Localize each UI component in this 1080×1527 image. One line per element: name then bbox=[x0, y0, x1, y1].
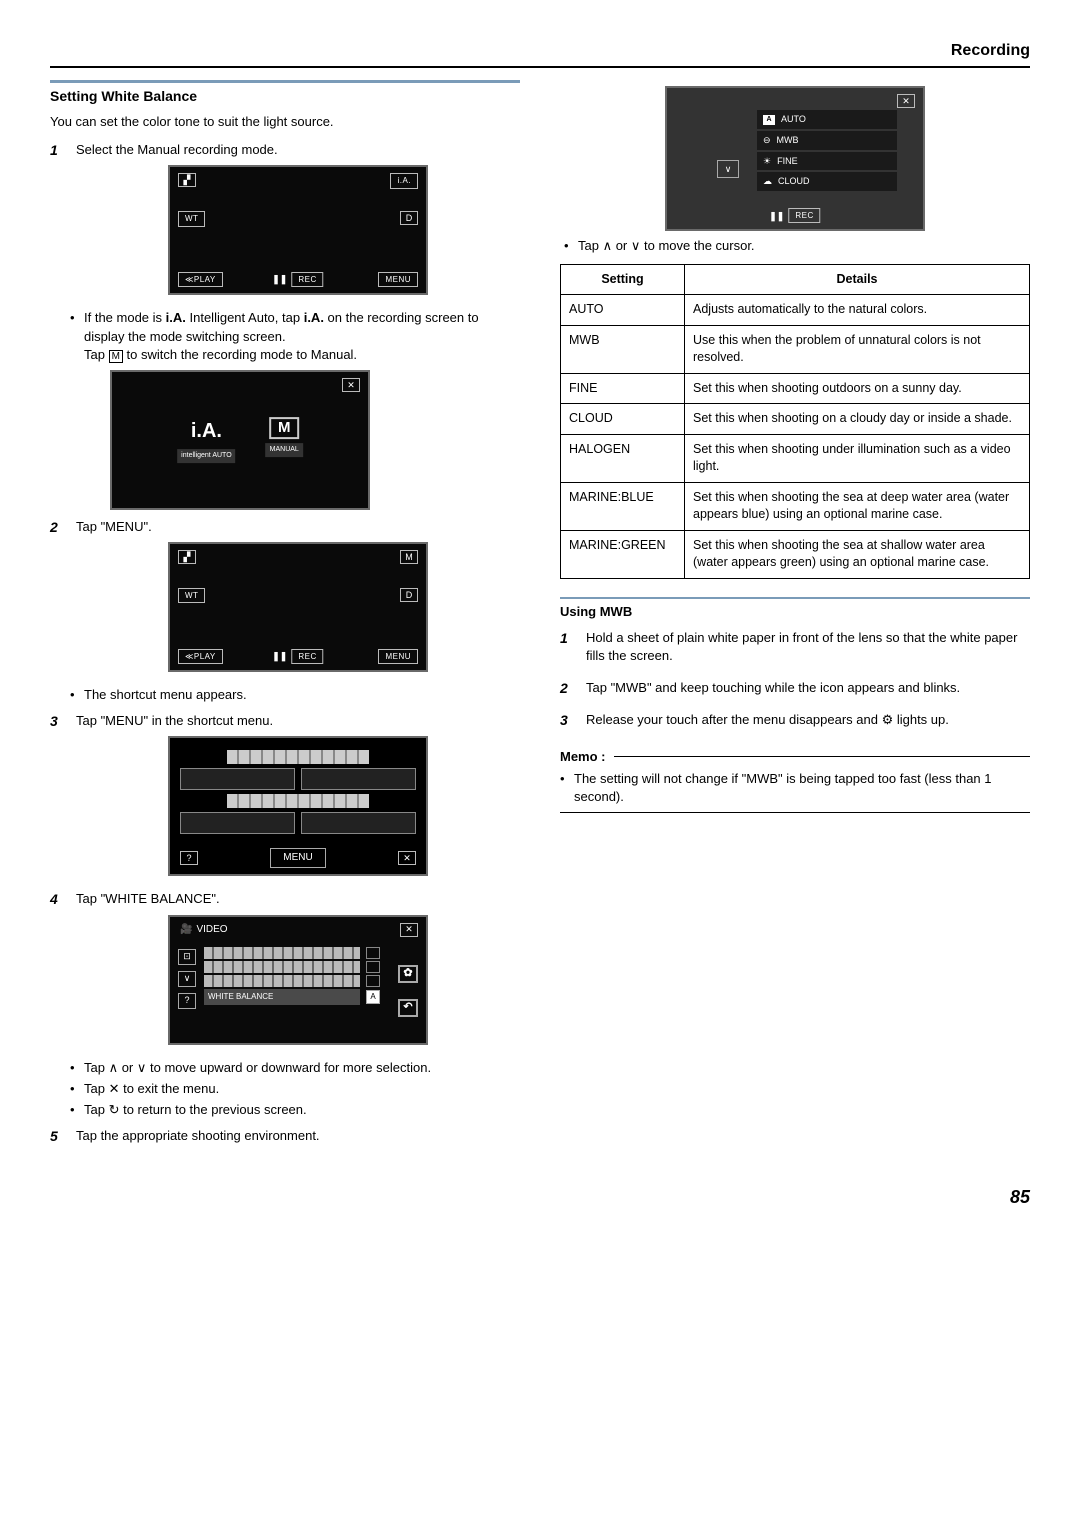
close-icon: ✕ bbox=[897, 94, 915, 108]
down-icon: ∨ bbox=[178, 971, 196, 987]
step-5: 5 Tap the appropriate shooting environme… bbox=[50, 1127, 520, 1151]
table-row: HALOGENSet this when shooting under illu… bbox=[561, 434, 1030, 482]
step4-note2: Tap ✕ to exit the menu. bbox=[84, 1080, 520, 1098]
memo-body: The setting will not change if "MWB" is … bbox=[560, 770, 1030, 813]
step-3: 3 Tap "MENU" in the shortcut menu. ? MEN… bbox=[50, 712, 520, 882]
down-icon: ∨ bbox=[717, 160, 739, 178]
wt-zoom: WT bbox=[178, 211, 205, 226]
page-header: Recording bbox=[50, 40, 1030, 68]
wb-fine: ☀FINE bbox=[757, 152, 897, 171]
step4-note3: Tap ↻ to return to the previous screen. bbox=[84, 1101, 520, 1119]
table-row: MWBUse this when the problem of unnatura… bbox=[561, 325, 1030, 373]
menu-button: MENU bbox=[378, 272, 418, 287]
intro-text: You can set the color tone to suit the l… bbox=[50, 113, 520, 131]
rec-indicator: ❚❚REC bbox=[272, 272, 323, 287]
step-2: 2 Tap "MENU". ▞ M WT D ≪PLAY ❚❚REC MENU bbox=[50, 518, 520, 678]
table-row: MARINE:GREENSet this when shooting the s… bbox=[561, 530, 1030, 578]
lcd-mode-switch: ✕ i.A. intelligent AUTO M MANUAL bbox=[110, 370, 370, 510]
m-indicator: M bbox=[400, 550, 418, 564]
cursor-note: Tap ∧ or ∨ to move the cursor. bbox=[578, 237, 1030, 255]
mode-manual: M MANUAL bbox=[266, 417, 303, 463]
lcd-step2: ▞ M WT D ≪PLAY ❚❚REC MENU bbox=[168, 542, 428, 672]
th-setting: Setting bbox=[561, 264, 685, 295]
rec-indicator: ❚❚REC bbox=[769, 208, 820, 223]
help-icon: ? bbox=[180, 851, 198, 865]
play-button: ≪PLAY bbox=[178, 649, 223, 664]
wb-cloud: ☁CLOUD bbox=[757, 172, 897, 191]
mwb-step-2: 2 Tap "MWB" and keep touching while the … bbox=[560, 679, 1030, 703]
auto-icon: A bbox=[366, 990, 380, 1004]
memo-heading: Memo : bbox=[560, 748, 1030, 766]
play-button: ≪PLAY bbox=[178, 272, 223, 287]
step-1-text: Select the Manual recording mode. bbox=[76, 141, 520, 159]
lcd-shortcut-menu: ? MENU ✕ bbox=[168, 736, 428, 876]
video-label: VIDEO bbox=[196, 923, 227, 937]
table-row: AUTOAdjusts automatically to the natural… bbox=[561, 295, 1030, 326]
d-indicator: D bbox=[400, 211, 418, 225]
section-title: Setting White Balance bbox=[50, 80, 520, 107]
lcd-step1: ▞ i.A. WT D ≪PLAY ❚❚REC MENU bbox=[168, 165, 428, 295]
step-number: 3 bbox=[50, 712, 66, 882]
d-indicator: D bbox=[400, 588, 418, 602]
left-column: Setting White Balance You can set the co… bbox=[50, 80, 520, 1159]
step-3-text: Tap "MENU" in the shortcut menu. bbox=[76, 712, 520, 730]
step-2-text: Tap "MENU". bbox=[76, 518, 520, 536]
settings-table: Setting Details AUTOAdjusts automaticall… bbox=[560, 264, 1030, 579]
ia-indicator: i.A. bbox=[390, 173, 418, 188]
menu-button: MENU bbox=[378, 649, 418, 664]
close-icon: ✕ bbox=[398, 851, 416, 865]
step4-note1: Tap ∧ or ∨ to move upward or downward fo… bbox=[84, 1059, 520, 1077]
step-4-text: Tap "WHITE BALANCE". bbox=[76, 890, 520, 908]
step2-note: The shortcut menu appears. bbox=[84, 686, 520, 704]
step-number: 5 bbox=[50, 1127, 66, 1151]
th-details: Details bbox=[685, 264, 1030, 295]
wt-zoom: WT bbox=[178, 588, 205, 603]
step-5-text: Tap the appropriate shooting environment… bbox=[76, 1127, 520, 1145]
camera-icon: ▞ bbox=[178, 173, 196, 187]
mwb-step-1: 1 Hold a sheet of plain white paper in f… bbox=[560, 629, 1030, 671]
step-number: 4 bbox=[50, 890, 66, 1050]
wb-auto: AAUTO bbox=[757, 110, 897, 129]
rec-indicator: ❚❚REC bbox=[272, 649, 323, 664]
mwb-step-3: 3 Release your touch after the menu disa… bbox=[560, 711, 1030, 735]
mode-intelligent-auto: i.A. intelligent AUTO bbox=[177, 417, 235, 463]
wb-mwb: ⊖MWB bbox=[757, 131, 897, 150]
table-row: FINESet this when shooting outdoors on a… bbox=[561, 373, 1030, 404]
page-number: 85 bbox=[50, 1185, 1030, 1210]
step-number: 1 bbox=[50, 141, 66, 301]
memo-text: The setting will not change if "MWB" is … bbox=[574, 770, 1030, 806]
settings-icon: ✿ bbox=[398, 965, 418, 983]
help-icon: ? bbox=[178, 993, 196, 1009]
using-mwb-title: Using MWB bbox=[560, 597, 1030, 621]
back-icon: ↶ bbox=[398, 999, 418, 1017]
menu-button: MENU bbox=[270, 848, 325, 868]
table-row: CLOUDSet this when shooting on a cloudy … bbox=[561, 404, 1030, 435]
step-4: 4 Tap "WHITE BALANCE". 🎥 VIDEO ✕ ⊡ ∨ ? bbox=[50, 890, 520, 1050]
camera-icon: 🎥 bbox=[180, 923, 192, 937]
close-icon: ✕ bbox=[342, 378, 360, 392]
focus-icon: ⊡ bbox=[178, 949, 196, 965]
white-balance-row: WHITE BALANCE bbox=[204, 989, 360, 1005]
right-column: ✕ ∨ AAUTO ⊖MWB ☀FINE ☁CLOUD ❚❚REC Tap ∧ … bbox=[560, 80, 1030, 1159]
camera-icon: ▞ bbox=[178, 550, 196, 564]
step-number: 2 bbox=[50, 518, 66, 678]
close-icon: ✕ bbox=[400, 923, 418, 937]
step-1: 1 Select the Manual recording mode. ▞ i.… bbox=[50, 141, 520, 301]
step1-note1: If the mode is i.A. Intelligent Auto, ta… bbox=[84, 309, 520, 364]
lcd-wb-list: ✕ ∨ AAUTO ⊖MWB ☀FINE ☁CLOUD ❚❚REC bbox=[665, 86, 925, 231]
table-row: MARINE:BLUESet this when shooting the se… bbox=[561, 482, 1030, 530]
lcd-video-menu: 🎥 VIDEO ✕ ⊡ ∨ ? WHITE BALANCE A ✿ bbox=[168, 915, 428, 1045]
